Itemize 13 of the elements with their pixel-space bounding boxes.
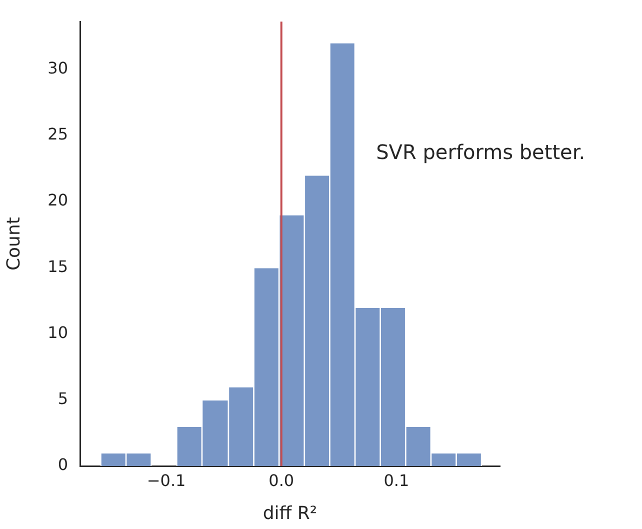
y-tick-label: 0 <box>58 455 68 474</box>
annotation: SVR performs better. <box>376 140 586 164</box>
y-tick-label: 25 <box>48 124 68 144</box>
y-tick-label: 5 <box>58 389 68 408</box>
y-tick-label: 30 <box>48 58 68 78</box>
y-tick-label: 20 <box>48 190 68 210</box>
x-axis-title: diff R² <box>262 502 318 524</box>
y-tick-label: 15 <box>48 256 68 276</box>
y-tick-label: 10 <box>48 322 68 342</box>
x-tick-label: 0.1 <box>384 470 410 490</box>
x-tick-label: −0.1 <box>146 470 186 490</box>
y-axis-title: Count <box>3 217 24 271</box>
x-tick-label: 0.0 <box>268 470 294 490</box>
